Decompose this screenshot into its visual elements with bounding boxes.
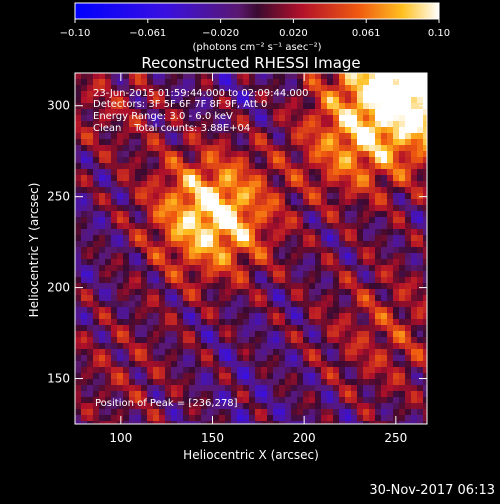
plot-frame: [74, 72, 428, 425]
colorbar-tick-label: 0.061: [352, 28, 381, 39]
x-tick-label: 250: [384, 431, 407, 445]
x-axis: 100 150 200 250: [109, 73, 407, 445]
time-range: 23-Jun-2015 01:59:44.000 to 02:09:44.000: [93, 88, 309, 99]
colorbar-tick-label: −0.10: [60, 28, 91, 39]
clean-counts: Clean Total counts: 3.88E+04: [93, 123, 250, 134]
colorbar: −0.10 −0.061 −0.020 0.020 0.061 0.10 (photons…: [60, 2, 450, 53]
x-tick-label: 150: [201, 431, 224, 445]
y-axis-label: Heliocentric Y (arcsec): [27, 183, 41, 318]
colorbar-tick-label: 0.020: [279, 28, 308, 39]
colorbar-tick-label: −0.061: [129, 28, 166, 39]
x-tick-label: 100: [109, 431, 132, 445]
energy-range: Energy Range: 3.0 - 6.0 keV: [93, 111, 233, 122]
y-axis: 150 200 250 300: [47, 99, 427, 386]
colorbar-unit-label: (photons cm⁻² s⁻¹ asec⁻²): [192, 42, 321, 53]
chart-title: Reconstructed RHESSI Image: [141, 54, 360, 72]
colorbar-tick-label: −0.020: [202, 28, 239, 39]
colorbar-ticks: −0.10 −0.061 −0.020 0.020 0.061 0.10: [60, 19, 450, 39]
observation-info: 23-Jun-2015 01:59:44.000 to 02:09:44.000…: [93, 88, 309, 409]
colorbar-tick-label: 0.10: [428, 28, 450, 39]
y-tick-label: 150: [47, 372, 70, 386]
colorbar-gradient: [74, 2, 440, 20]
peak-position: Position of Peak = [236,278]: [95, 398, 238, 409]
x-axis-label: Heliocentric X (arcsec): [183, 448, 319, 462]
footer-date: 30-Nov-2017 06:13: [369, 483, 495, 498]
detectors: Detectors: 3F 5F 6F 7F 8F 9F, Att 0: [93, 99, 267, 110]
y-tick-label: 200: [47, 281, 70, 295]
x-tick-label: 200: [293, 431, 316, 445]
heatmap-image: [75, 73, 427, 424]
y-tick-label: 300: [47, 99, 70, 113]
y-tick-label: 250: [47, 190, 70, 204]
